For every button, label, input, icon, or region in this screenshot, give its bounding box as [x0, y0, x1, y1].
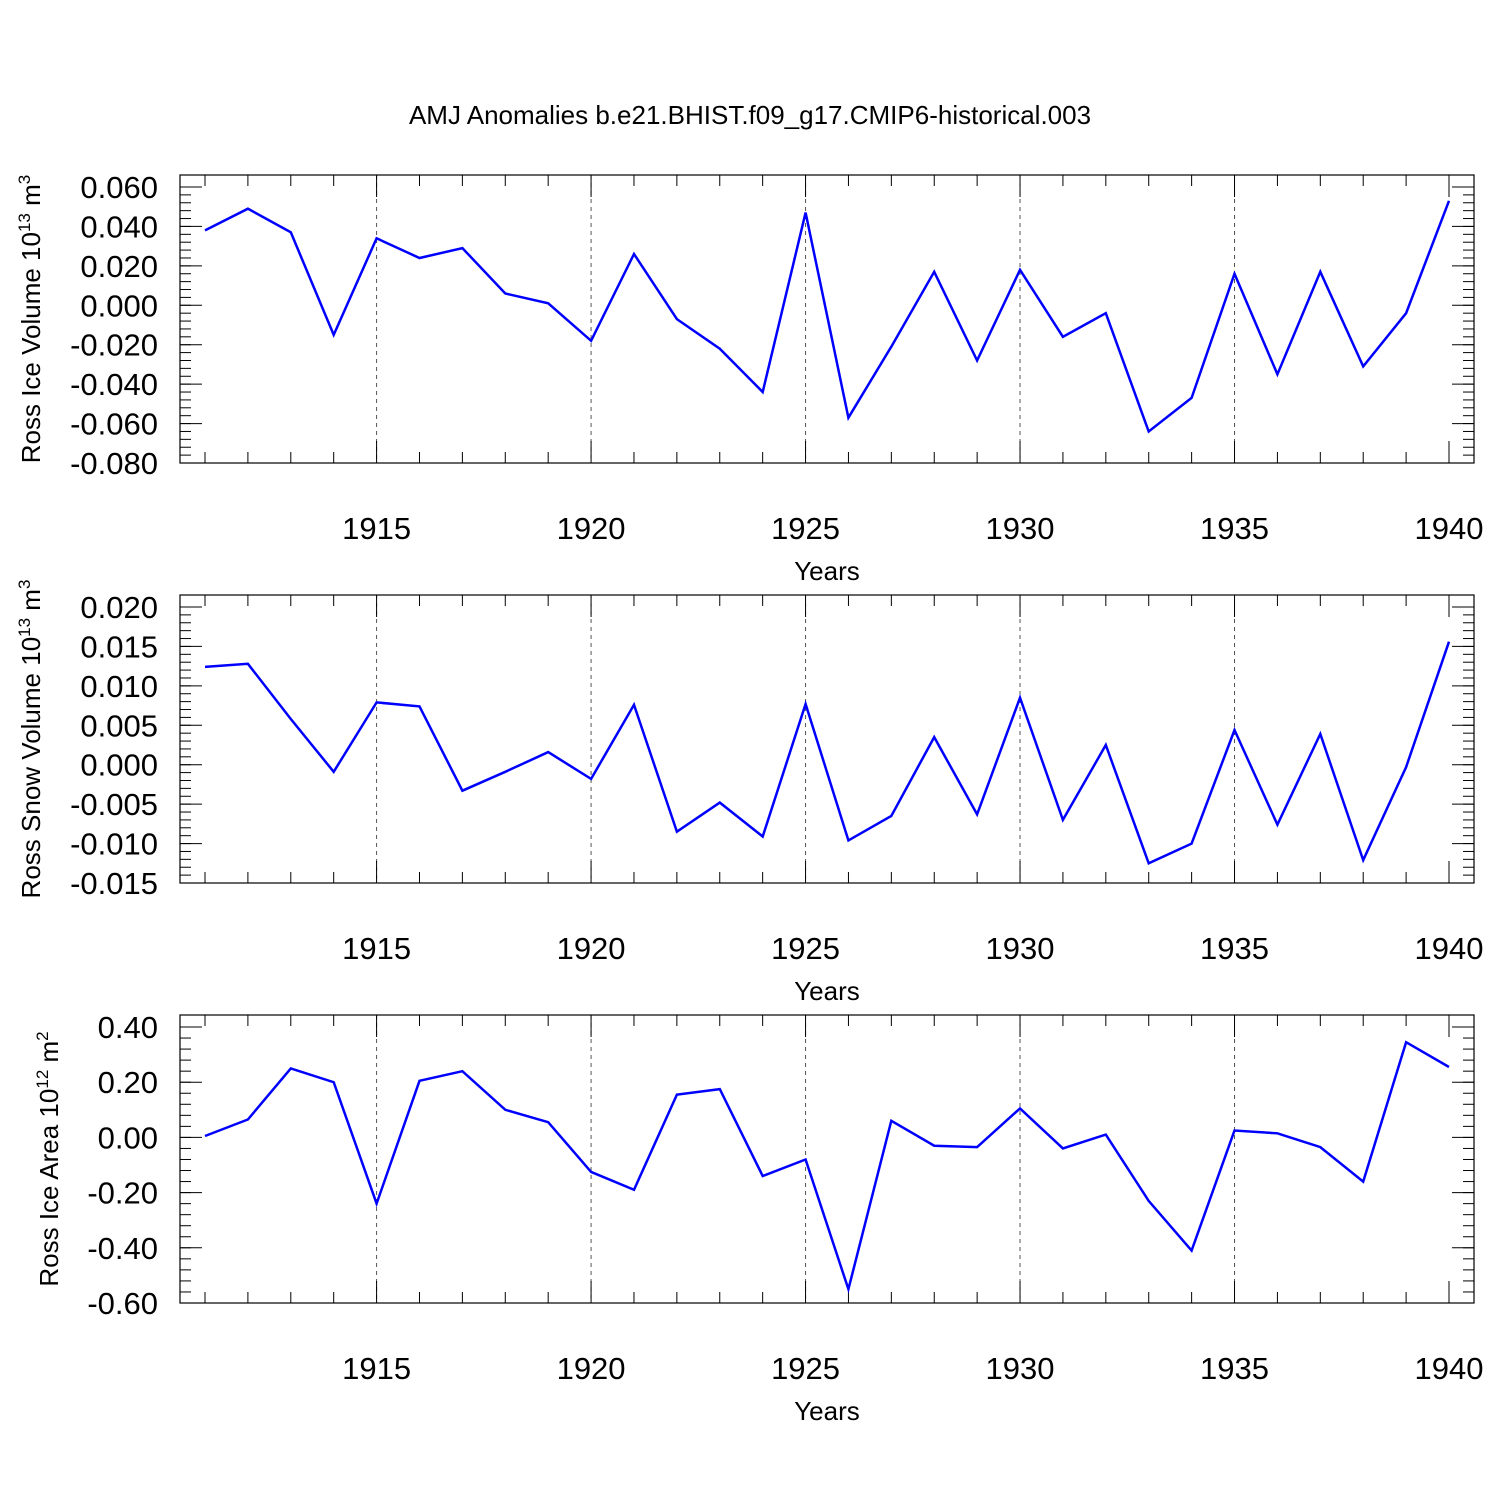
y-tick-label: 0.40	[98, 1010, 158, 1045]
chart-panel-3: -0.60 -0.40 -0.20 0.00 0.20 0.40 1915 1920 1925 1…	[33, 1010, 1483, 1426]
y-tick-label: -0.40	[87, 1231, 158, 1266]
chart-panel-2: -0.015 -0.010 -0.005 0.000 0.005 0.010 0.015 0.…	[15, 580, 1483, 1006]
x-tick-label: 1940	[1415, 931, 1484, 966]
y-tick-label: -0.015	[70, 866, 158, 901]
x-tick-label: 1940	[1415, 511, 1484, 546]
panels: -0.080 -0.060 -0.040 -0.020 0.000 0.020 0.040 0…	[15, 170, 1483, 1426]
series-line	[204, 1040, 1450, 1294]
figure-title: AMJ Anomalies b.e21.BHIST.f09_g17.CMIP6-…	[409, 100, 1091, 130]
y-tick-label: -0.020	[70, 328, 158, 363]
x-tick-label: 1915	[342, 511, 411, 546]
chart-panel-1: -0.080 -0.060 -0.040 -0.020 0.000 0.020 0.040 0…	[15, 170, 1483, 586]
y-tick-label: -0.060	[70, 407, 158, 442]
x-tick-label: 1935	[1200, 931, 1269, 966]
x-tick-label: 1930	[986, 511, 1055, 546]
y-tick-label: -0.010	[70, 827, 158, 862]
y-tick-label: 0.00	[98, 1120, 158, 1155]
y-tick-label: 0.000	[80, 288, 158, 323]
y-axis-label: Ross Ice Area 1012 m2	[33, 1031, 64, 1286]
y-tick-label: 0.040	[80, 209, 158, 244]
y-tick-label: 0.000	[80, 748, 158, 783]
x-axis-label: Years	[794, 976, 860, 1006]
y-axis-label: Ross Snow Volume 1013 m3	[15, 580, 46, 899]
y-tick-label: 0.015	[80, 629, 158, 664]
y-tick-label: -0.005	[70, 787, 158, 822]
x-tick-label: 1920	[557, 1351, 626, 1386]
y-axis-label: Ross Ice Volume 1013 m3	[15, 175, 46, 464]
x-tick-label: 1915	[342, 1351, 411, 1386]
x-tick-label: 1940	[1415, 1351, 1484, 1386]
plot-frame	[179, 594, 1475, 884]
x-axis-label: Years	[794, 556, 860, 586]
y-tick-label: 0.20	[98, 1065, 158, 1100]
x-tick-label: 1935	[1200, 511, 1269, 546]
plot-frame	[179, 1014, 1475, 1304]
x-tick-label: 1925	[771, 931, 840, 966]
y-tick-label: -0.040	[70, 367, 158, 402]
series-line	[204, 200, 1451, 434]
y-tick-label: -0.20	[87, 1176, 158, 1211]
y-tick-label: 0.005	[80, 708, 158, 743]
x-tick-label: 1930	[986, 1351, 1055, 1386]
y-tick-label: -0.60	[87, 1286, 158, 1321]
plot-frame	[179, 174, 1475, 464]
x-tick-label: 1920	[557, 931, 626, 966]
x-tick-label: 1935	[1200, 1351, 1269, 1386]
y-tick-label: 0.060	[80, 170, 158, 205]
x-tick-label: 1925	[771, 1351, 840, 1386]
x-tick-label: 1930	[986, 931, 1055, 966]
y-tick-label: 0.020	[80, 590, 158, 625]
x-tick-label: 1925	[771, 511, 840, 546]
y-tick-label: -0.080	[70, 446, 158, 481]
y-tick-label: 0.010	[80, 669, 158, 704]
x-axis-label: Years	[794, 1396, 860, 1426]
x-tick-label: 1920	[557, 511, 626, 546]
series-line	[204, 641, 1451, 866]
y-tick-label: 0.020	[80, 249, 158, 284]
x-tick-label: 1915	[342, 931, 411, 966]
